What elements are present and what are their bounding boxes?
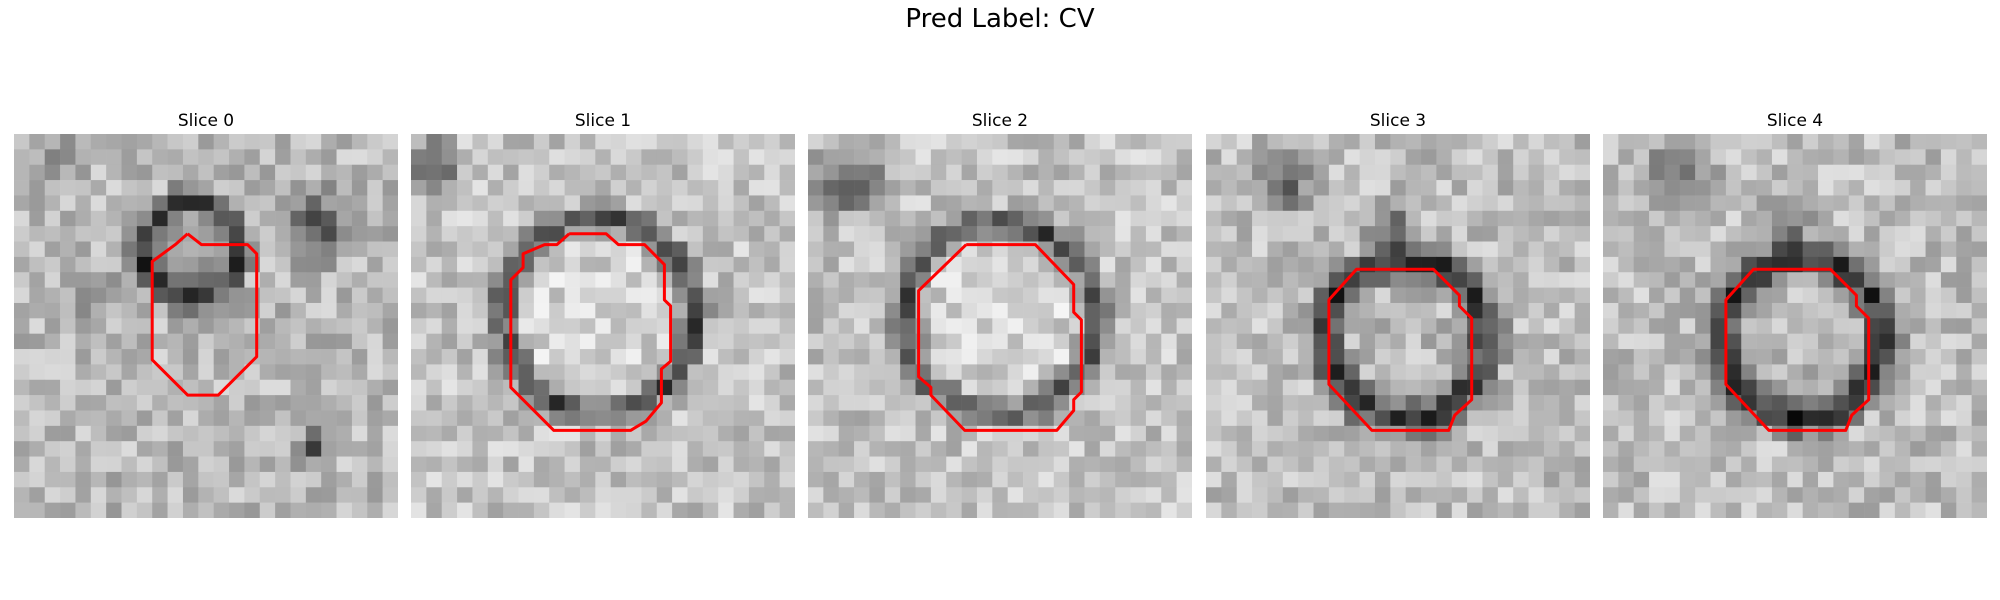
slice-image-0 bbox=[14, 134, 398, 518]
slice-panel-4: Slice 4 bbox=[1603, 108, 1987, 518]
slice-panel-1: Slice 1 bbox=[411, 108, 795, 518]
slice-panel-3: Slice 3 bbox=[1206, 108, 1590, 518]
contour-outline bbox=[150, 232, 259, 397]
slice-title-1: Slice 1 bbox=[574, 111, 632, 131]
slice-title-4: Slice 4 bbox=[1766, 111, 1824, 131]
slice-image-2 bbox=[808, 134, 1192, 518]
contour-outline bbox=[509, 232, 673, 432]
slice-panel-0: Slice 0 bbox=[14, 108, 398, 518]
contour-outline bbox=[917, 243, 1083, 432]
slice-image-4 bbox=[1603, 134, 1987, 518]
slice-image-1 bbox=[411, 134, 795, 518]
slice-panel-2: Slice 2 bbox=[808, 108, 1192, 518]
slice-title-2: Slice 2 bbox=[971, 111, 1029, 131]
figure-title: Pred Label: CV bbox=[905, 4, 1095, 34]
slice-title-3: Slice 3 bbox=[1369, 111, 1427, 131]
contour-outline bbox=[1724, 267, 1871, 432]
slice-title-0: Slice 0 bbox=[177, 111, 235, 131]
slice-image-3 bbox=[1206, 134, 1590, 518]
contour-outline bbox=[1327, 267, 1474, 432]
